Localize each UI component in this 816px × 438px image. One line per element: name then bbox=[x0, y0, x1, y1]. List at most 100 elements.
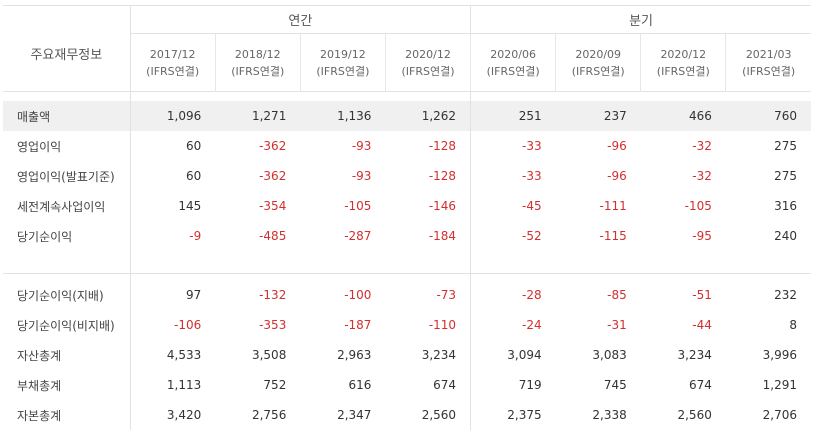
table-cell: -24 bbox=[522, 318, 542, 332]
table-cell: -128 bbox=[385, 161, 472, 191]
table-cell: -44 bbox=[692, 318, 712, 332]
table-cell: 2,756 bbox=[251, 408, 287, 422]
table-cell: 97 bbox=[185, 288, 202, 302]
table-cell: 466 bbox=[640, 101, 726, 131]
table-cell: -93 bbox=[351, 169, 372, 183]
column-basis: (IFRS연결) bbox=[486, 64, 540, 78]
table-cell: -93 bbox=[351, 139, 372, 153]
table-row: 매출액 1,096 1,271 1,136 1,262 251 237 466 760 bbox=[3, 101, 811, 131]
table-cell: 2,560 bbox=[385, 400, 472, 430]
table-cell: -106 bbox=[174, 318, 202, 332]
column-basis: (IFRS연결) bbox=[742, 64, 796, 78]
row-label: 당기순이익(비지배) bbox=[3, 310, 131, 340]
table-cell: -33 bbox=[522, 169, 542, 183]
column-header: 2021/03 (IFRS연결) bbox=[726, 34, 811, 92]
group-annual-header: 연간 bbox=[130, 5, 472, 34]
table-cell: 719 bbox=[518, 378, 542, 392]
column-basis: (IFRS연결) bbox=[571, 64, 625, 78]
table-cell: -45 bbox=[522, 199, 542, 213]
table-cell: -9 bbox=[189, 229, 202, 243]
column-period: 2017/12 bbox=[149, 47, 196, 61]
table-cell: 316 bbox=[774, 199, 797, 213]
table-cell: -128 bbox=[385, 131, 472, 161]
table-cell: 2,706 bbox=[762, 408, 797, 422]
table-cell: 1,291 bbox=[762, 378, 797, 392]
table-cell: 1,271 bbox=[215, 101, 301, 131]
column-header: 2020/09 (IFRS연결) bbox=[555, 33, 642, 92]
table-cell: -111 bbox=[599, 199, 627, 213]
table-cell: -85 bbox=[607, 288, 627, 302]
row-label: 영업이익 bbox=[3, 131, 131, 161]
column-header: 2020/12 (IFRS연결) bbox=[640, 33, 727, 92]
table-row: 영업이익(발표기준) 60 -362 -93 -128 -33 -96 -32 275 bbox=[3, 161, 811, 191]
row-label: 당기순이익(지배) bbox=[3, 280, 131, 310]
table-cell: 745 bbox=[603, 378, 627, 392]
table-row: 자본총계 3,420 2,756 2,347 2,560 2,375 2,338 2,560 2… bbox=[3, 400, 811, 430]
table-cell: 616 bbox=[348, 378, 372, 392]
table-row: 자산총계 4,533 3,508 2,963 3,234 3,094 3,083 3,234 3… bbox=[3, 340, 811, 370]
table-cell: -95 bbox=[692, 229, 712, 243]
table-cell: -184 bbox=[385, 221, 472, 251]
table-cell: -362 bbox=[259, 139, 287, 153]
table-row: 당기순이익(지배) 97 -132 -100 -73 -28 -85 -51 232 bbox=[3, 280, 811, 310]
table-title: 주요재무정보 bbox=[3, 5, 131, 92]
table-cell: -354 bbox=[259, 199, 287, 213]
table-cell: 251 bbox=[470, 101, 556, 131]
column-header: 2019/12 (IFRS연결) bbox=[300, 33, 386, 92]
table-row: 당기순이익(비지배) -106 -353 -187 -110 -24 -31 -44 8 bbox=[3, 310, 811, 340]
table-cell: 275 bbox=[774, 139, 797, 153]
table-cell: 3,234 bbox=[677, 348, 712, 362]
table-cell: 8 bbox=[789, 318, 797, 332]
table-cell: 2,338 bbox=[592, 408, 627, 422]
table-row: 세전계속사업이익 145 -354 -105 -146 -45 -111 -105 316 bbox=[3, 191, 811, 221]
table-cell: -96 bbox=[607, 169, 627, 183]
table-cell: -32 bbox=[692, 169, 712, 183]
column-header: 2017/12 (IFRS연결) bbox=[130, 33, 216, 92]
table-cell: 1,113 bbox=[166, 378, 202, 392]
table-row: 부채총계 1,113 752 616 674 719 745 674 1,291 bbox=[3, 370, 811, 400]
table-row: 당기순이익 -9 -485 -287 -184 -52 -115 -95 240 bbox=[3, 221, 811, 251]
table-cell: 3,094 bbox=[507, 348, 542, 362]
table-cell: -28 bbox=[522, 288, 542, 302]
table-cell: -187 bbox=[344, 318, 372, 332]
table-cell: 4,533 bbox=[166, 348, 202, 362]
table-cell: 275 bbox=[774, 169, 797, 183]
column-basis: (IFRS연결) bbox=[316, 64, 370, 78]
table-cell: -52 bbox=[522, 229, 542, 243]
table-cell: -132 bbox=[259, 288, 287, 302]
table-cell: 2,560 bbox=[677, 408, 712, 422]
column-header: 2020/12 (IFRS연결) bbox=[385, 33, 472, 92]
row-label: 영업이익(발표기준) bbox=[3, 161, 131, 191]
column-period: 2020/12 bbox=[405, 47, 451, 61]
table-cell: 2,375 bbox=[507, 408, 542, 422]
table-cell: -73 bbox=[385, 280, 472, 310]
column-period: 2021/03 bbox=[745, 47, 792, 61]
table-cell: -287 bbox=[344, 229, 372, 243]
table-cell: -96 bbox=[607, 139, 627, 153]
table-cell: -33 bbox=[522, 139, 542, 153]
table-cell: 1,136 bbox=[300, 101, 386, 131]
table-cell: 2,963 bbox=[337, 348, 372, 362]
table-cell: 3,420 bbox=[166, 408, 202, 422]
row-label: 부채총계 bbox=[3, 370, 131, 400]
financial-summary-table: 주요재무정보 연간 분기 2017/12 (IFRS연결) 2018/12 (IFRS… bbox=[3, 5, 811, 430]
table-row: 영업이익 60 -362 -93 -128 -33 -96 -32 275 bbox=[3, 131, 811, 161]
table-cell: -353 bbox=[259, 318, 287, 332]
column-basis: (IFRS연결) bbox=[231, 64, 285, 78]
table-cell: -110 bbox=[385, 310, 472, 340]
table-cell: 760 bbox=[725, 101, 811, 131]
table-cell: 232 bbox=[774, 288, 797, 302]
table-cell: 3,996 bbox=[762, 348, 797, 362]
column-period: 2019/12 bbox=[320, 47, 366, 61]
table-cell: 3,508 bbox=[251, 348, 287, 362]
row-label: 세전계속사업이익 bbox=[3, 191, 131, 221]
table-cell: -115 bbox=[599, 229, 627, 243]
row-label: 매출액 bbox=[3, 101, 131, 131]
column-period: 2020/06 bbox=[490, 47, 536, 61]
column-period: 2018/12 bbox=[234, 47, 281, 61]
column-basis: (IFRS연결) bbox=[401, 64, 455, 78]
table-cell: -105 bbox=[684, 199, 712, 213]
column-period: 2020/12 bbox=[660, 47, 707, 61]
table-cell: 1,096 bbox=[130, 101, 216, 131]
table-cell: 237 bbox=[555, 101, 641, 131]
